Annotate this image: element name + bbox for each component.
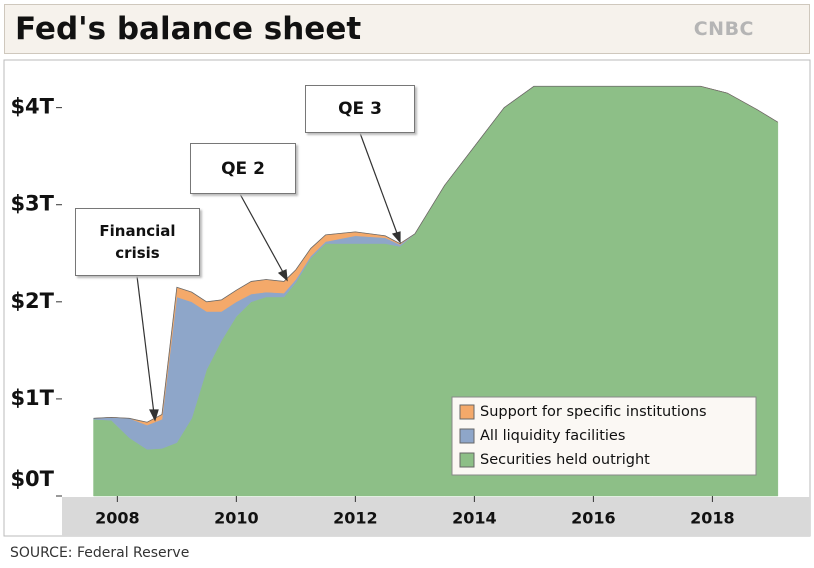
annotation: Financial crisis [75,208,200,276]
arrow [239,193,285,275]
x-tick-label: 2008 [95,509,140,528]
x-tick-label: 2018 [690,509,735,528]
legend-label: All liquidity facilities [480,428,625,444]
y-tick-label: $4T [10,95,54,119]
x-tick-label: 2016 [571,509,616,528]
source: SOURCE: Federal Reserve [10,545,190,561]
arrow-head [277,269,288,282]
y-tick-label: $2T [10,289,54,313]
chart: Support for specific institutions All liq… [3,59,811,537]
x-tick-label: 2014 [452,509,497,528]
y-tick-label: $0T [10,467,54,491]
legend-box [451,396,757,476]
chart-title: Fed's balance sheet [15,11,362,47]
arrow-head [149,409,159,422]
legend-swatch [459,452,475,468]
annotation: QE 2 [190,143,296,194]
total-outline [93,85,779,423]
arrow [359,132,399,237]
annotation: QE 3 [305,85,415,133]
arrows [136,132,401,422]
x-tick-label: 2010 [214,509,259,528]
legend-swatch [459,428,475,444]
legend-swatch [459,404,475,420]
arrow-head [391,231,401,244]
title-bar: Fed's balance sheet CNBC [4,4,810,54]
x-tick-label: 2012 [333,509,378,528]
y-tick-label: $3T [10,192,54,216]
logo: CNBC [693,18,754,40]
legend-label: Support for specific institutions [480,404,707,420]
y-tick-label: $1T [10,386,54,410]
x-axis-band [62,497,810,536]
legend-label: Securities held outright [480,452,650,468]
arrow [136,275,155,415]
